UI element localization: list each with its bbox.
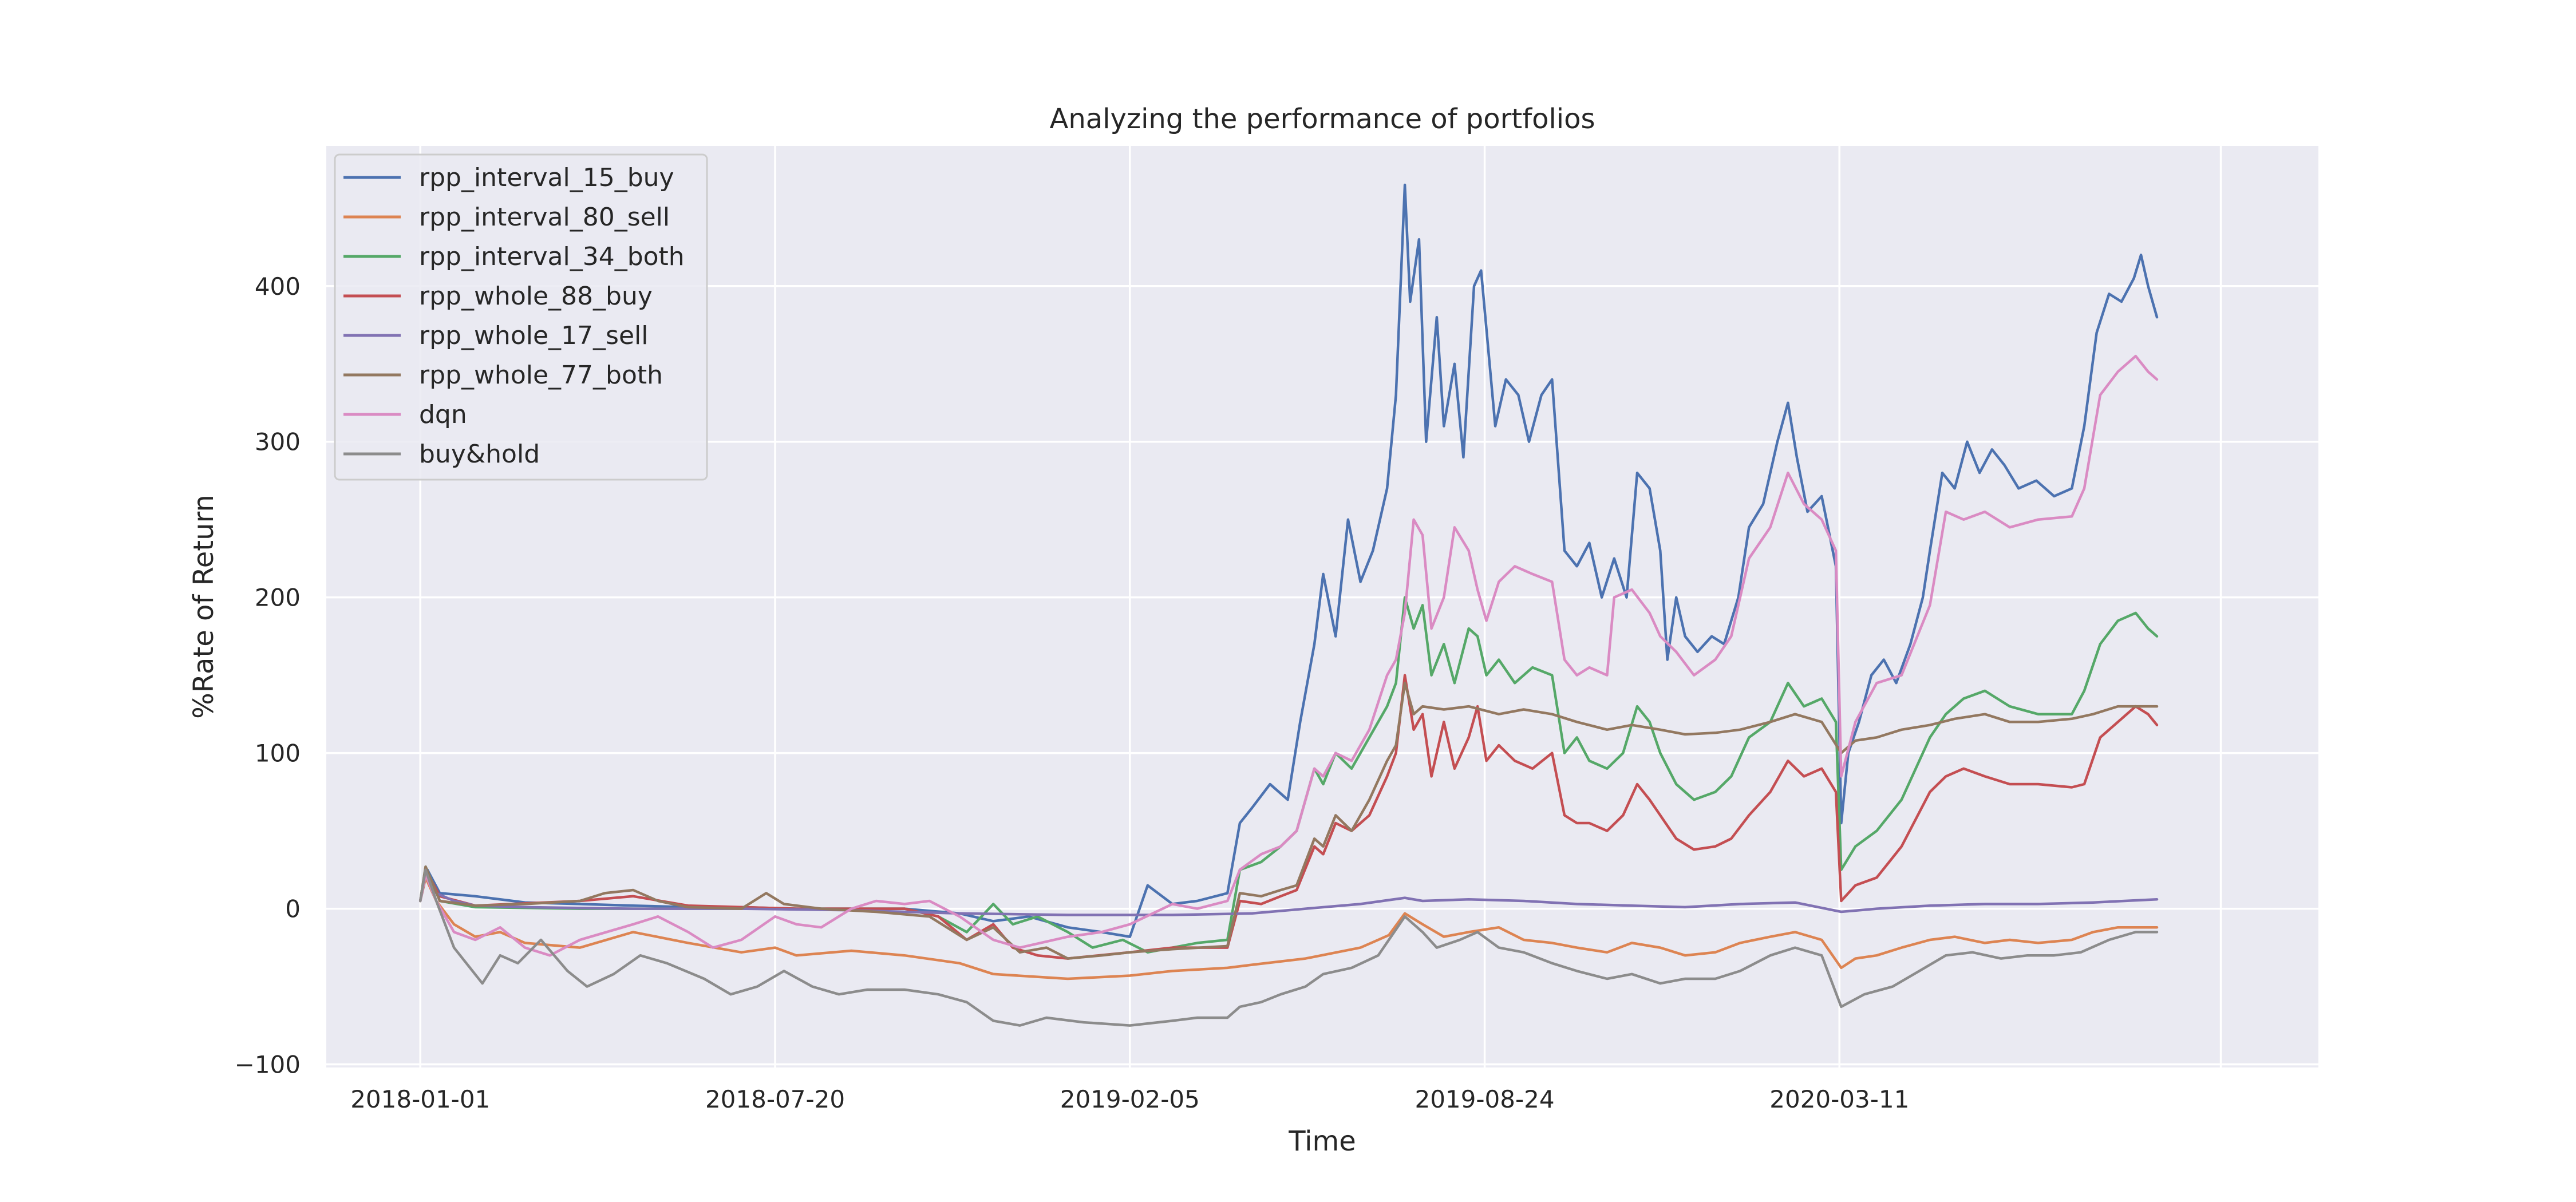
- legend-box: [334, 153, 708, 481]
- series-line-7: [418, 868, 2159, 1027]
- legend-label: rpp_interval_80_sell: [419, 203, 670, 232]
- legend-label: rpp_interval_15_buy: [419, 163, 674, 192]
- chart-title: Analyzing the performance of portfolios: [1049, 103, 1595, 135]
- legend-label: dqn: [419, 400, 467, 429]
- x-tick-label: 2018-01-01: [350, 1085, 490, 1113]
- tick-labels: −100 0 100 200 300 400 2018-01-01 2018-07-20 201…: [235, 272, 1910, 1113]
- x-tick-label: 2018-07-20: [705, 1085, 845, 1113]
- x-tick-label: 2019-08-24: [1415, 1085, 1554, 1113]
- y-axis-title: %Rate of Return: [188, 495, 220, 719]
- series-line-4: [418, 873, 2159, 916]
- series-line-5: [418, 682, 2159, 960]
- y-tick-label: 400: [255, 272, 301, 300]
- y-tick-label: 300: [255, 428, 301, 456]
- series-line-2: [418, 596, 2159, 954]
- x-tick-label: 2019-02-05: [1060, 1085, 1200, 1113]
- y-tick-label: 0: [285, 895, 301, 923]
- series-line-3: [418, 674, 2159, 960]
- series-lines: [418, 183, 2159, 1027]
- series-line-6: [418, 354, 2159, 957]
- y-tick-label: 100: [255, 740, 301, 768]
- legend-label: rpp_interval_34_both: [419, 242, 685, 271]
- series-line-1: [418, 876, 2159, 980]
- series-line-0: [418, 183, 2159, 938]
- y-tick-label: 200: [255, 584, 301, 612]
- legend-label: rpp_whole_88_buy: [419, 282, 653, 311]
- legend-label: rpp_whole_77_both: [419, 361, 663, 390]
- gridlines: [326, 146, 2318, 1067]
- legend-label: buy&hold: [419, 440, 540, 469]
- legend: rpp_interval_15_buy rpp_interval_80_sellr…: [334, 153, 708, 481]
- legend-label: rpp_whole_17_sell: [419, 321, 648, 350]
- x-axis-title: Time: [1288, 1125, 1356, 1157]
- x-tick-label: 2020-03-11: [1769, 1085, 1909, 1113]
- y-tick-label: −100: [235, 1051, 301, 1079]
